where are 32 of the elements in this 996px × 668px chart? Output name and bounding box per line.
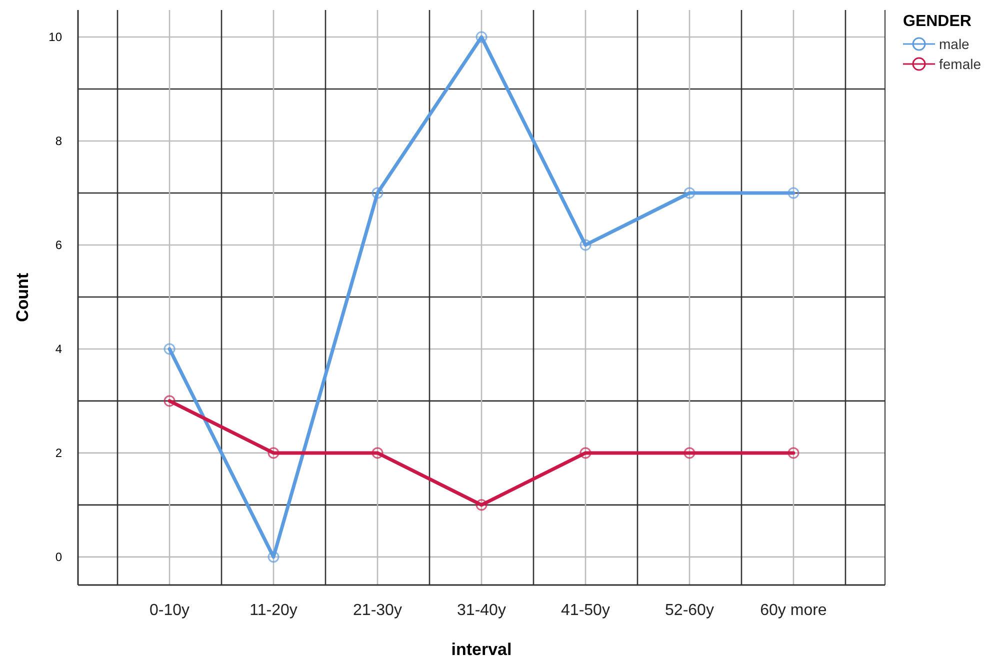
y-tick-label: 0 (55, 550, 62, 564)
x-tick-label: 60y more (760, 602, 827, 619)
point (684, 447, 696, 459)
point (580, 239, 592, 251)
point (476, 499, 488, 511)
y-tick-label: 4 (55, 342, 62, 356)
y-tick-label: 6 (55, 238, 62, 252)
point (372, 187, 384, 199)
x-tick-label: 31-40y (457, 602, 506, 619)
point (268, 447, 280, 459)
point (268, 551, 280, 563)
point (580, 447, 592, 459)
point (476, 31, 488, 43)
x-tick-label: 0-10y (150, 602, 190, 619)
legend-label: female (939, 56, 982, 72)
legend-title: GENDER (903, 13, 972, 30)
x-tick-label: 52-60y (665, 602, 714, 619)
point (164, 395, 176, 407)
x-axis-title: interval (451, 640, 512, 659)
x-tick-label: 21-30y (353, 602, 402, 619)
point (164, 343, 176, 355)
y-tick-label: 8 (55, 134, 62, 148)
point (788, 187, 800, 199)
point (788, 447, 800, 459)
y-axis-title: Count (13, 272, 32, 322)
y-tick-label: 2 (55, 446, 62, 460)
point (684, 187, 696, 199)
x-tick-label: 41-50y (561, 602, 610, 619)
y-tick-label: 10 (48, 30, 62, 44)
point (372, 447, 384, 459)
legend-label: male (939, 36, 970, 52)
x-tick-label: 11-20y (250, 602, 298, 619)
